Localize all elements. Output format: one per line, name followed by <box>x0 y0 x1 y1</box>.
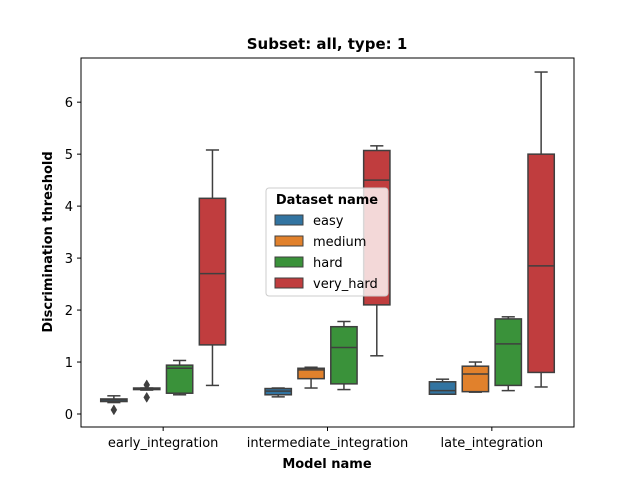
legend-label-very_hard: very_hard <box>313 277 378 292</box>
x-axis: early_integration intermediate_integratio… <box>108 427 543 451</box>
y-tick-label: 5 <box>65 148 73 163</box>
box-rect <box>461 365 490 393</box>
box-medium-early_integration <box>132 379 161 403</box>
legend-label-hard: hard <box>313 256 343 271</box>
outlier-point <box>143 379 151 391</box>
chart-title: Subset: all, type: 1 <box>247 35 408 53</box>
box-easy-late_integration <box>428 378 457 396</box>
box-very_hard-late_integration <box>527 71 556 388</box>
box-rect <box>297 367 325 380</box>
legend-title: Dataset name <box>276 193 378 208</box>
y-tick-label: 4 <box>65 200 73 215</box>
box-easy-intermediate_integration <box>264 387 293 398</box>
y-axis: 0 1 2 3 4 5 6 <box>65 96 81 423</box>
outlier-point <box>143 391 151 403</box>
box-hard-intermediate_integration <box>330 320 358 391</box>
plot-frame <box>80 57 575 428</box>
legend-label-medium: medium <box>313 235 366 250</box>
legend: Dataset name easy medium hard very_hard <box>265 187 389 297</box>
x-tick-label: early_integration <box>108 436 219 451</box>
box-hard-late_integration <box>494 316 523 392</box>
y-tick-label: 3 <box>65 252 73 267</box>
outlier-point <box>110 404 118 416</box>
legend-swatch-medium <box>274 235 304 247</box>
y-axis-title: Discrimination threshold <box>41 151 56 332</box>
legend-swatch-hard <box>274 256 304 268</box>
x-tick-label: intermediate_integration <box>247 436 409 451</box>
legend-swatch-easy <box>274 214 304 226</box>
box-medium-intermediate_integration <box>297 366 325 389</box>
box-easy-early_integration <box>99 395 128 416</box>
x-axis-title: Model name <box>282 457 372 472</box>
box-rect <box>428 381 457 396</box>
y-tick-label: 6 <box>65 96 73 111</box>
box-very_hard-early_integration <box>198 149 227 387</box>
box-rect <box>330 325 358 385</box>
box-medium-late_integration <box>461 361 490 393</box>
box-rect <box>165 364 194 394</box>
y-tick-label: 0 <box>65 408 73 423</box>
box-rect <box>494 318 523 387</box>
legend-label-easy: easy <box>313 214 344 229</box>
y-tick-label: 2 <box>65 304 73 319</box>
legend-swatch-very_hard <box>274 277 304 289</box>
x-tick-label: late_integration <box>441 436 544 451</box>
box-rect <box>198 197 227 346</box>
box-rect <box>527 153 556 374</box>
box-hard-early_integration <box>165 359 194 396</box>
y-tick-label: 1 <box>65 356 73 371</box>
